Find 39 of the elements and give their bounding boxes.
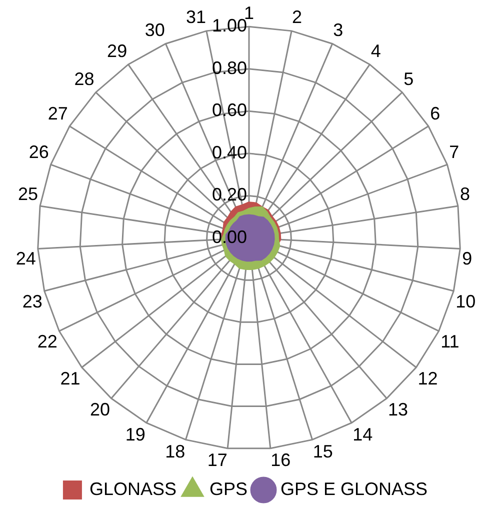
spoke-label: 24 <box>16 248 36 269</box>
y-tick-label: 0.20 <box>212 184 247 205</box>
spoke-label: 27 <box>48 103 68 124</box>
spoke-label: 15 <box>312 441 333 462</box>
spoke-label: 8 <box>460 184 470 204</box>
spoke-label: 4 <box>370 41 381 62</box>
y-tick-label: 0.80 <box>212 58 247 78</box>
spoke-label: 14 <box>352 424 373 444</box>
legend-label: GPS E GLONASS <box>280 478 428 499</box>
spoke-label: 23 <box>22 291 42 312</box>
y-tick-label: 0.40 <box>212 142 247 162</box>
spoke-label: 7 <box>449 142 460 162</box>
spoke-label: 3 <box>333 20 344 40</box>
spoke-label: 25 <box>18 184 38 204</box>
spoke-label: 29 <box>107 41 128 62</box>
spoke-label: 20 <box>90 400 110 420</box>
spoke-label: 13 <box>388 400 408 420</box>
spoke-label: 6 <box>430 103 440 124</box>
spoke-label: 5 <box>404 69 414 90</box>
spoke-label: 26 <box>28 142 49 162</box>
spoke-label: 16 <box>270 450 291 470</box>
legend-label: GPS <box>209 478 248 499</box>
y-tick-label: 0.60 <box>212 100 247 120</box>
spoke-label: 28 <box>74 69 94 90</box>
spoke-label: 12 <box>418 368 438 388</box>
spoke-label: 11 <box>440 332 460 352</box>
spoke-label: 21 <box>60 368 80 388</box>
spoke-label: 10 <box>456 291 476 312</box>
y-tick-label: 1.00 <box>212 16 247 36</box>
spoke-label: 18 <box>165 441 186 462</box>
spoke-label: 30 <box>144 20 165 40</box>
spoke-label: 17 <box>207 450 228 470</box>
spoke-label: 19 <box>125 424 146 444</box>
spoke-label: 22 <box>37 332 58 352</box>
legend-label: GLONASS <box>89 478 176 499</box>
spoke-label: 31 <box>186 7 206 28</box>
y-tick-label: 0.00 <box>212 226 247 247</box>
spoke-label: 2 <box>292 7 302 28</box>
spoke-label: 9 <box>462 248 472 269</box>
